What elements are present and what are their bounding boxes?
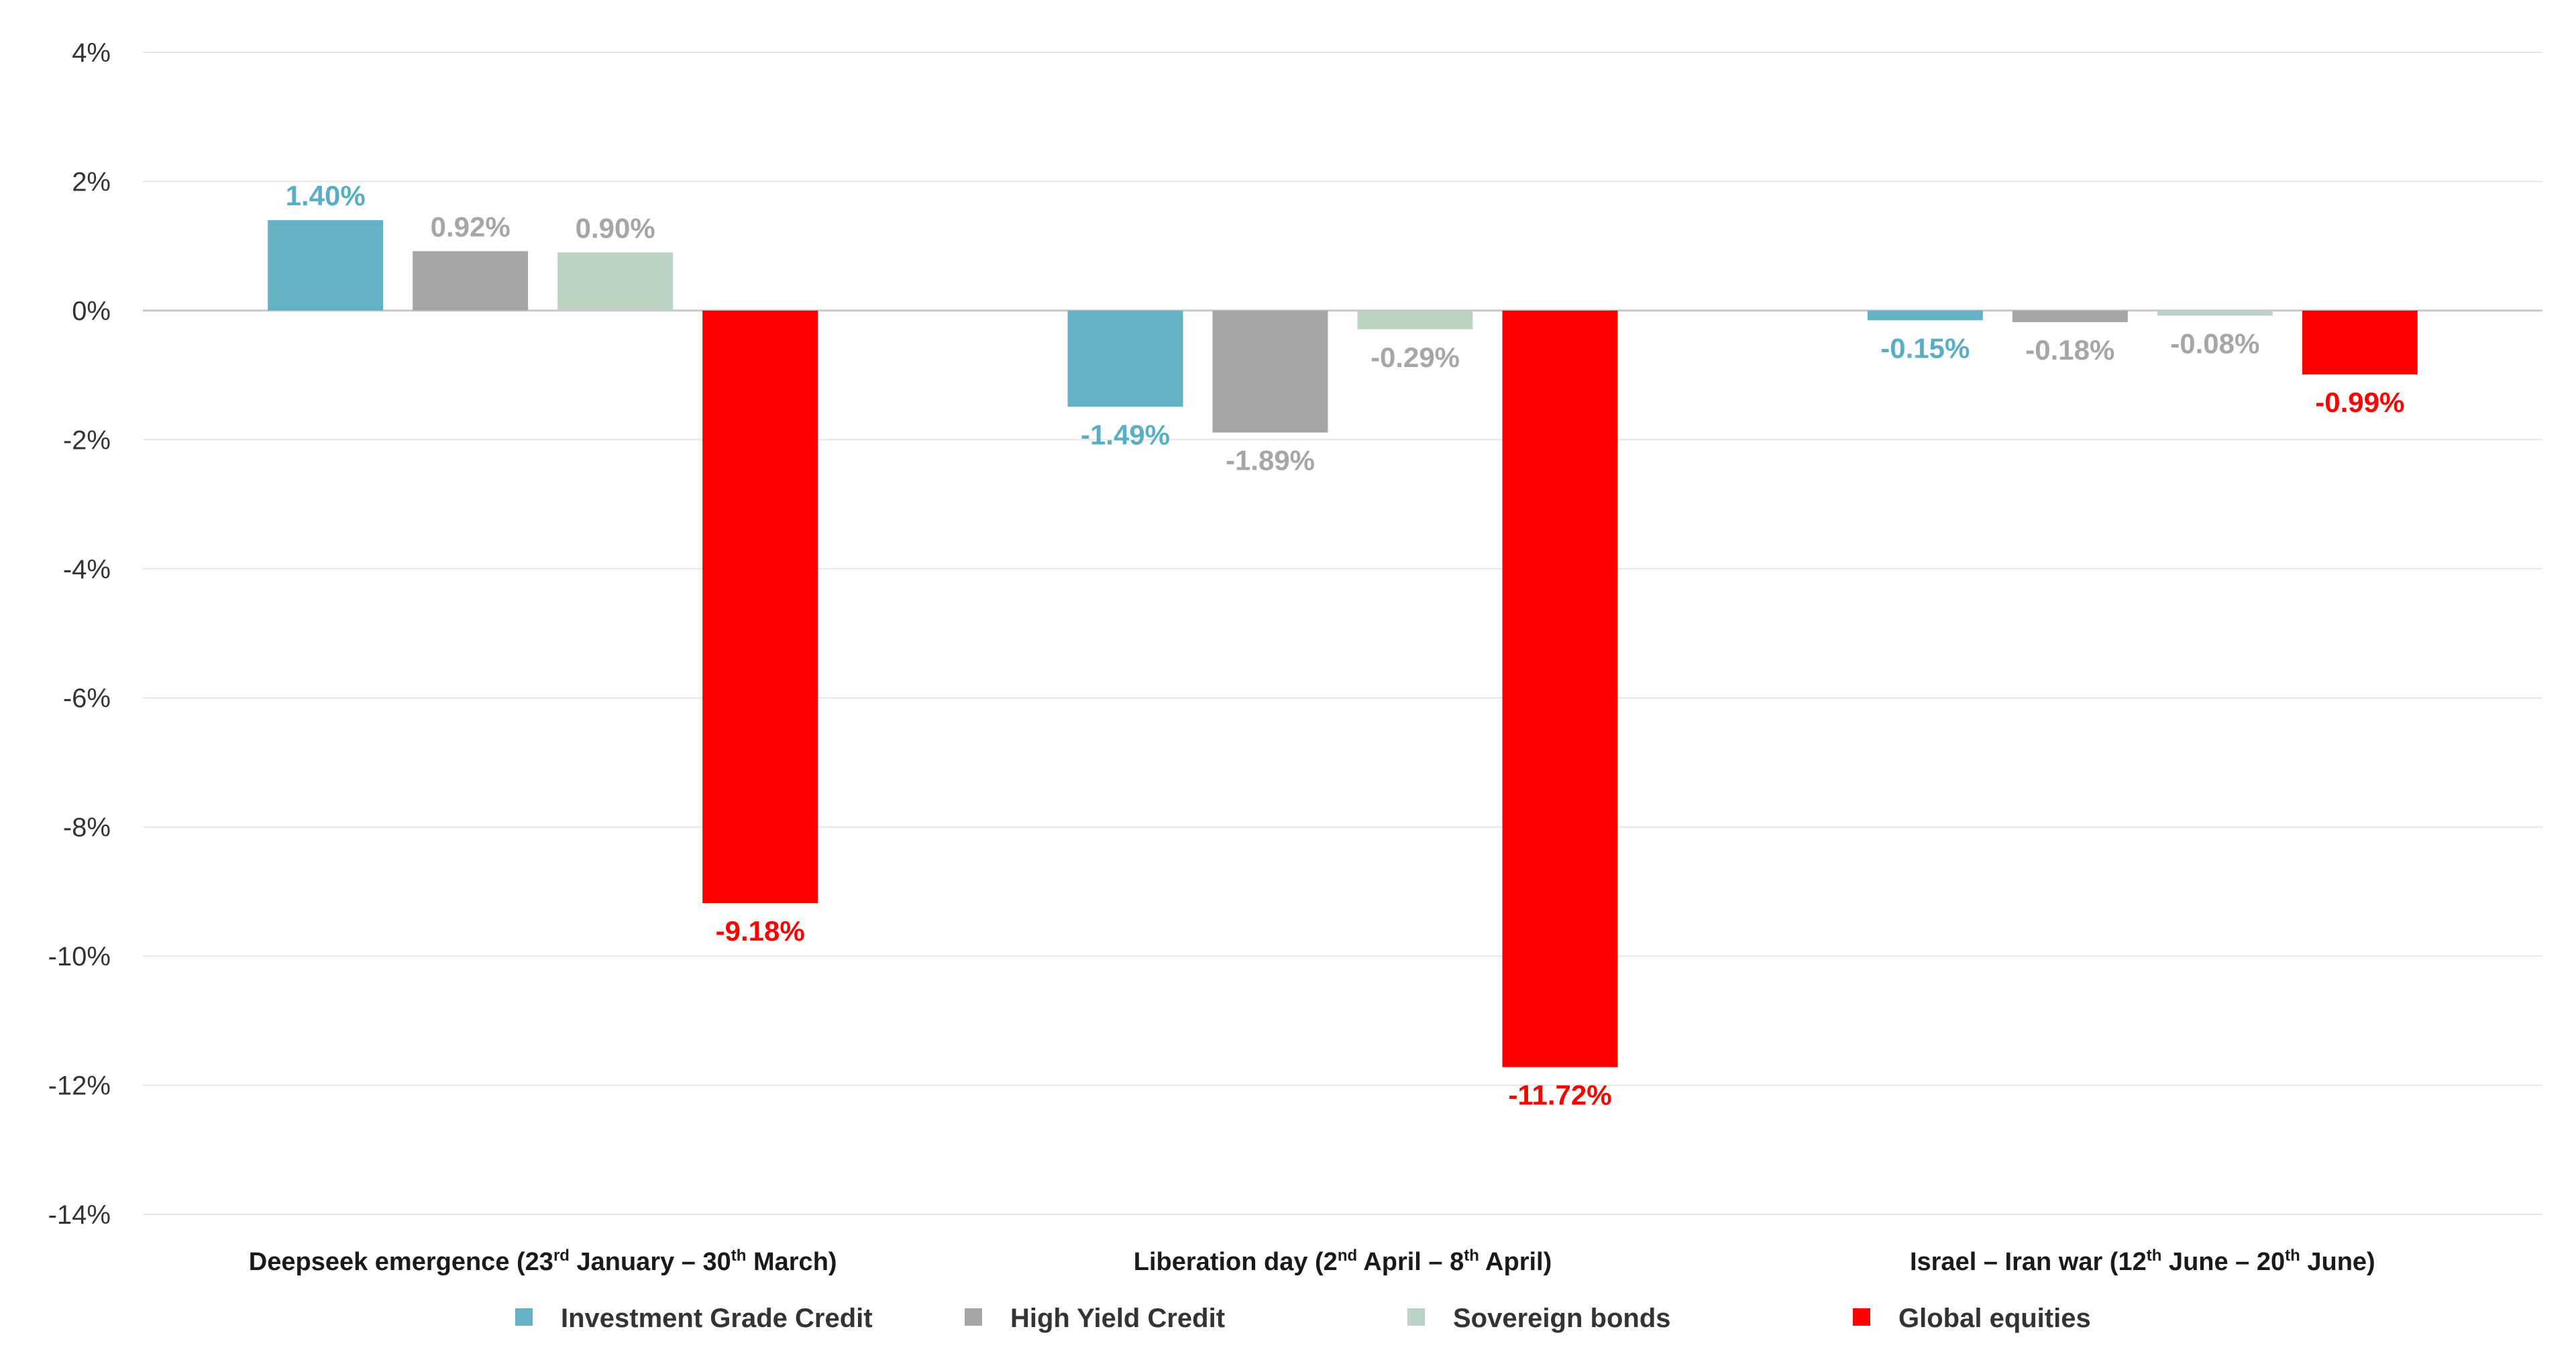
y-axis-ticks: 4% 2% 0% -2% -4% -6% -8% -10% -12% -14% <box>48 38 111 1230</box>
gridlines <box>143 52 2542 1215</box>
data-label: -0.29% <box>1371 341 1460 373</box>
data-label: 1.40% <box>286 180 366 211</box>
legend-swatch <box>1853 1308 1870 1326</box>
y-tick-label: 0% <box>72 297 111 326</box>
x-category-label: Liberation day (2nd April – 8th April) <box>1134 1247 1552 1276</box>
bar <box>2302 310 2418 375</box>
y-tick-label: -2% <box>63 425 111 455</box>
y-tick-label: 4% <box>72 38 111 68</box>
data-label: -1.49% <box>1081 419 1170 450</box>
legend-label: Investment Grade Credit <box>561 1304 873 1333</box>
bar <box>268 220 384 311</box>
legend: Investment Grade Credit High Yield Credit… <box>515 1304 2091 1333</box>
data-label: 0.90% <box>576 212 655 244</box>
y-tick-label: -8% <box>63 813 111 843</box>
data-labels: 1.40% 0.92% 0.90% -9.18% -1.49% -1.89% -0.29% -… <box>286 180 2405 1110</box>
x-category-label: Israel – Iran war (12th June – 20th June… <box>1910 1247 2375 1276</box>
bar <box>2012 310 2128 323</box>
bar <box>1067 310 1183 407</box>
legend-label: Global equities <box>1898 1304 2091 1333</box>
y-tick-label: -4% <box>63 555 111 584</box>
bar <box>557 252 674 311</box>
legend-swatch <box>1407 1308 1425 1326</box>
legend-label: High Yield Credit <box>1010 1304 1225 1333</box>
y-tick-label: -14% <box>48 1200 111 1230</box>
data-label: -0.08% <box>2170 328 2259 360</box>
legend-swatch <box>965 1308 982 1326</box>
bar <box>413 251 529 311</box>
y-tick-label: -6% <box>63 684 111 713</box>
data-label: -11.72% <box>1508 1080 1611 1111</box>
data-label: 0.92% <box>431 211 511 242</box>
legend-item: High Yield Credit <box>965 1304 1225 1333</box>
legend-item: Investment Grade Credit <box>515 1304 873 1333</box>
y-tick-label: -10% <box>48 942 111 971</box>
bar <box>1212 310 1328 433</box>
legend-item: Global equities <box>1853 1304 2091 1333</box>
data-label: -9.18% <box>716 915 805 947</box>
data-label: -0.99% <box>2315 386 2404 418</box>
legend-item: Sovereign bonds <box>1407 1304 1671 1333</box>
legend-swatch <box>515 1308 533 1326</box>
x-category-label: Deepseek emergence (23rd January – 30th … <box>249 1247 837 1276</box>
bar <box>1867 310 1983 321</box>
legend-label: Sovereign bonds <box>1453 1304 1671 1333</box>
bars <box>268 220 2418 1067</box>
bar <box>1502 310 1618 1067</box>
data-label: -0.18% <box>2025 334 2114 366</box>
data-label: -1.89% <box>1226 445 1315 476</box>
bar <box>2157 310 2273 316</box>
data-label: -0.15% <box>1880 332 1970 364</box>
y-tick-label: 2% <box>72 167 111 197</box>
y-tick-label: -12% <box>48 1071 111 1101</box>
bar <box>1357 310 1473 329</box>
x-axis-labels: Deepseek emergence (23rd January – 30th … <box>249 1247 2375 1276</box>
bar <box>702 310 818 904</box>
